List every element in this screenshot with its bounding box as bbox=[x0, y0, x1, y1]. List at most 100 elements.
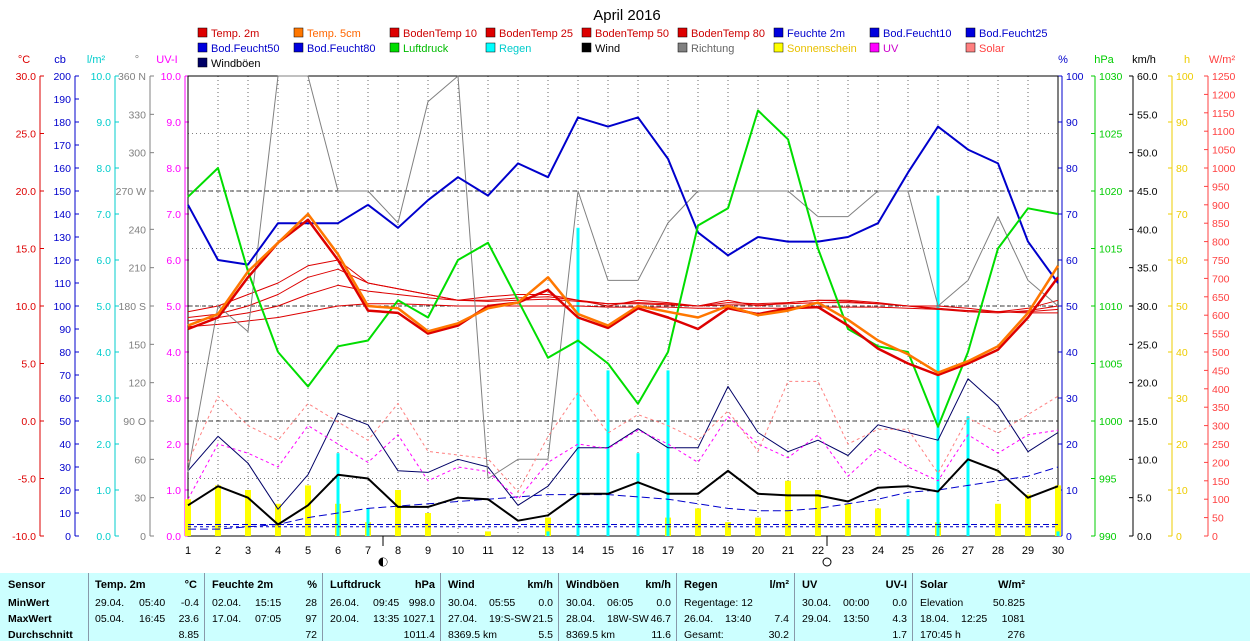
uv-axis-tick-label: 1.0 bbox=[166, 485, 181, 497]
stats-temp-min-date: 29.04. bbox=[95, 597, 125, 609]
stats-gust-min-time: 06:05 bbox=[607, 597, 634, 609]
wind-axis-unit: km/h bbox=[1132, 54, 1156, 66]
stats-wind-max-dir: 19:S-SW bbox=[489, 613, 532, 625]
rain-bar bbox=[906, 499, 910, 536]
stats-hum-min-date: 02.04. bbox=[212, 597, 242, 609]
stats-solar-elevation-label: Elevation bbox=[920, 597, 964, 609]
stats-rain-title: Regen bbox=[684, 579, 718, 591]
stats-rain-total-value: 30.2 bbox=[768, 629, 789, 641]
legend-swatch bbox=[965, 27, 976, 38]
pressure-axis-tick-label: 1020 bbox=[1099, 186, 1123, 198]
x-tick-label: 14 bbox=[572, 545, 584, 557]
sunshine-axis-tick-label: 0 bbox=[1176, 531, 1182, 543]
x-tick-label: 16 bbox=[632, 545, 644, 557]
legend-swatch bbox=[485, 42, 496, 53]
stats-rain-max-time: 13:40 bbox=[725, 613, 752, 625]
stats-hum-max-date: 17.04. bbox=[212, 613, 242, 625]
direction-axis-tick-label: 180 S bbox=[119, 301, 146, 313]
temp-axis-tick-label: 30.0 bbox=[16, 71, 37, 83]
stats-wind-distance: 8369.5 km bbox=[448, 629, 498, 641]
sunshine-axis-tick-label: 60 bbox=[1176, 255, 1188, 267]
stats-temp: Temp. 2m °C 29.04. 05:40 -0.4 05.04. 16:… bbox=[88, 573, 205, 641]
legend-swatch bbox=[389, 27, 400, 38]
cb-axis-tick-label: 110 bbox=[54, 278, 71, 290]
stats-uv-min-value: 0.0 bbox=[892, 597, 907, 609]
legend-item: Wind bbox=[581, 42, 620, 55]
sunshine-bar bbox=[845, 503, 851, 536]
sunshine-bar bbox=[1055, 485, 1061, 536]
pressure-axis-tick-label: 1000 bbox=[1099, 416, 1123, 428]
x-tick-label: 20 bbox=[752, 545, 764, 557]
humidity-axis-tick-label: 60 bbox=[1066, 255, 1078, 267]
uv-axis-tick-label: 5.0 bbox=[166, 301, 181, 313]
sunshine-bar bbox=[245, 490, 251, 536]
wind-axis-tick-label: 10.0 bbox=[1137, 454, 1158, 466]
direction-axis-tick-label: 210 bbox=[128, 263, 146, 275]
legend-label: Wind bbox=[595, 43, 620, 55]
legend-item: Sonnenschein bbox=[773, 42, 857, 55]
rain-axis-tick-label: 6.0 bbox=[96, 255, 111, 267]
cb-axis-tick-label: 60 bbox=[59, 393, 71, 405]
x-tick-label: 13 bbox=[542, 545, 554, 557]
solar-axis-tick-label: 200 bbox=[1212, 457, 1230, 469]
x-tick-label: 4 bbox=[275, 545, 281, 557]
stats-panel: Sensor MinWert MaxWert Durchschnitt Temp… bbox=[0, 573, 1250, 641]
sunshine-bar bbox=[305, 485, 311, 536]
rain-axis-tick-label: 4.0 bbox=[96, 347, 111, 359]
sunshine-axis-tick-label: 30 bbox=[1176, 393, 1188, 405]
wind-axis-tick-label: 50.0 bbox=[1137, 148, 1158, 160]
legend-label: Windböen bbox=[211, 58, 261, 70]
stats-rain-max-value: 7.4 bbox=[774, 613, 789, 625]
pressure-axis-tick-label: 995 bbox=[1099, 474, 1117, 486]
stats-rain-total-label: Gesamt: bbox=[684, 629, 724, 641]
legend-label: Temp. 5cm bbox=[307, 28, 361, 40]
stats-rain-max-date: 26.04. bbox=[684, 613, 714, 625]
rain-axis-unit: l/m² bbox=[87, 54, 106, 66]
direction-axis-tick-label: 300 bbox=[128, 148, 146, 160]
solar-axis-tick-label: 250 bbox=[1212, 439, 1230, 451]
sunshine-bar bbox=[875, 508, 881, 536]
rain-bar bbox=[636, 453, 640, 536]
x-tick-label: 11 bbox=[482, 545, 493, 557]
legend-swatch bbox=[677, 27, 688, 38]
chart-title: April 2016 bbox=[593, 7, 661, 24]
cb-axis-tick-label: 120 bbox=[53, 255, 71, 267]
uv-axis-tick-label: 10.0 bbox=[161, 71, 182, 83]
solar-axis-tick-label: 800 bbox=[1212, 237, 1230, 249]
legend-item: Bod.Feucht50 bbox=[197, 42, 280, 55]
right-axes: 1009080706050403020100%10301025102010151… bbox=[1058, 54, 1236, 543]
cb-axis-tick-label: 160 bbox=[53, 163, 71, 175]
stats-min-label: MinWert bbox=[8, 597, 50, 609]
rain-bar bbox=[936, 195, 940, 536]
series-line-bodentemp-80 bbox=[187, 303, 1058, 328]
legend: Temp. 2m Temp. 5cm BodenTemp 10 BodenTemp 2… bbox=[197, 27, 1048, 70]
stats-gust-max-dir: 18W-SW bbox=[607, 613, 649, 625]
x-tick-label: 6 bbox=[335, 545, 341, 557]
direction-axis-tick-label: 330 bbox=[128, 109, 146, 121]
legend-item: Temp. 5cm bbox=[293, 27, 361, 40]
stats-uv-unit: UV-I bbox=[885, 579, 907, 591]
stats-solar-avg-value: 276 bbox=[1007, 629, 1025, 641]
stats-uv-max-date: 29.04. bbox=[802, 613, 832, 625]
stats-wind: Wind km/h 30.04. 05:55 0.0 27.04. 19:S-S… bbox=[440, 573, 559, 641]
cb-axis-tick-label: 170 bbox=[53, 140, 71, 152]
series-line-luftdruck bbox=[187, 109, 1059, 428]
legend-label: Regen bbox=[499, 43, 531, 55]
stats-wind-min-value: 0.0 bbox=[538, 597, 553, 609]
direction-axis-tick-label: 90 O bbox=[123, 416, 146, 428]
legend-swatch bbox=[197, 42, 208, 53]
stats-wind-avg-value: 5.5 bbox=[538, 629, 553, 641]
humidity-axis-tick-label: 90 bbox=[1066, 117, 1078, 129]
direction-axis-tick-label: 360 N bbox=[118, 71, 146, 83]
stats-labels: Sensor MinWert MaxWert Durchschnitt bbox=[0, 573, 88, 641]
stats-solar-unit: W/m² bbox=[998, 579, 1025, 591]
direction-axis-tick-label: 270 W bbox=[116, 186, 146, 198]
cb-axis-tick-label: 10 bbox=[59, 508, 71, 520]
sunshine-bar bbox=[785, 480, 791, 536]
legend-swatch bbox=[581, 27, 592, 38]
stats-hum-unit: % bbox=[307, 579, 317, 591]
legend-item: Windböen bbox=[197, 57, 261, 70]
stats-gust-distance: 8369.5 km bbox=[566, 629, 616, 641]
cb-axis-tick-label: 70 bbox=[59, 370, 71, 382]
pressure-axis-tick-label: 1010 bbox=[1099, 301, 1123, 313]
